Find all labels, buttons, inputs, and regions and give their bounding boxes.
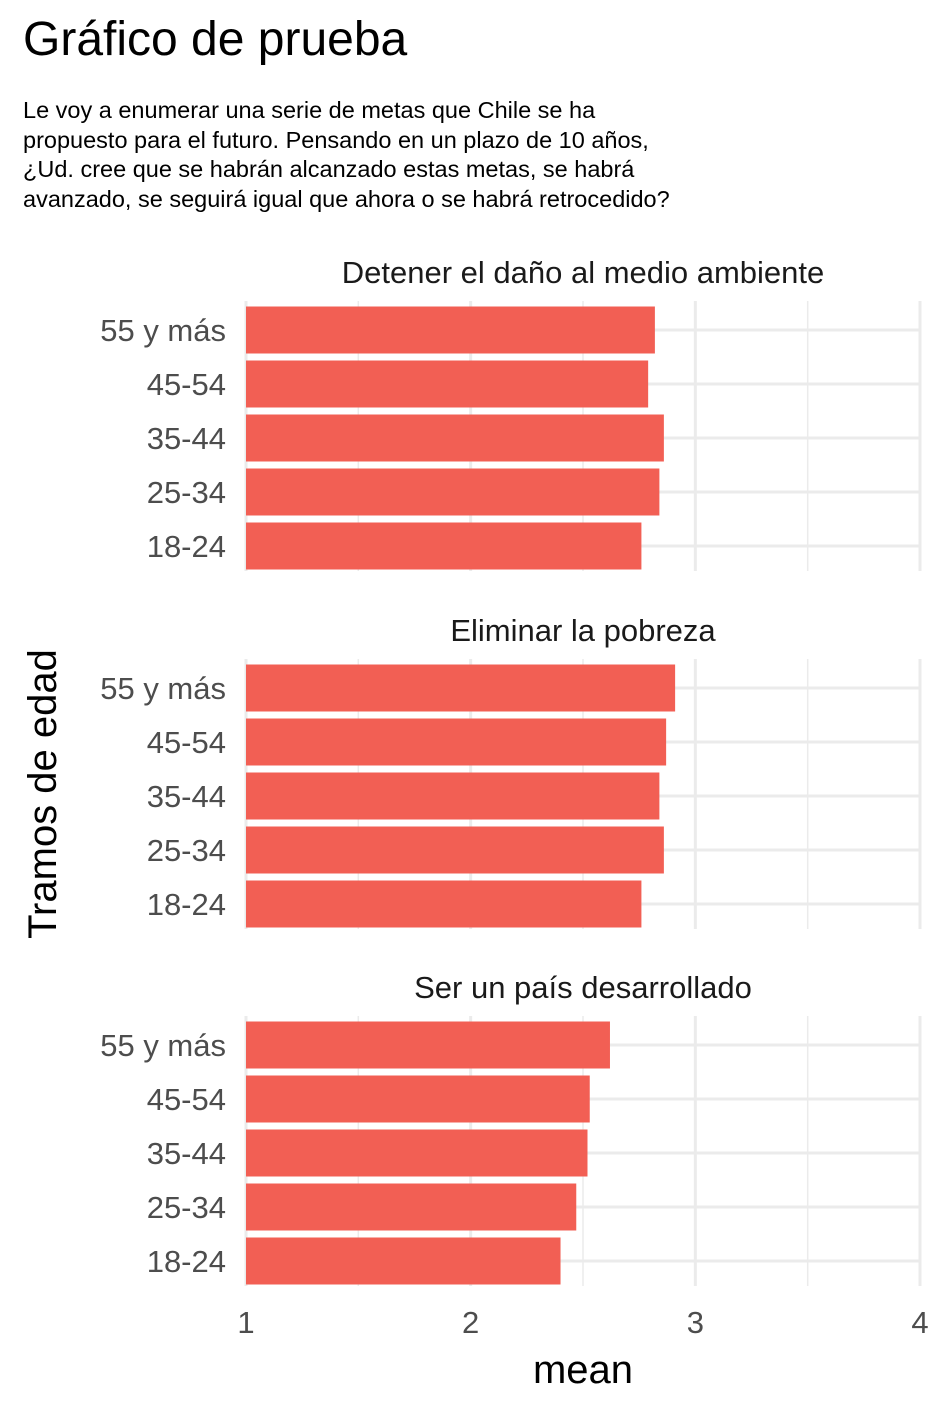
subtitle-line: ¿Ud. cree que se habrán alcanzado estas …	[23, 156, 635, 182]
y-axis-title: Tramos de edad	[21, 649, 65, 939]
facet-title: Detener el daño al medio ambiente	[342, 255, 825, 290]
bar-25-34	[246, 468, 660, 516]
y-tick-label: 35-44	[147, 779, 226, 814]
bar-45-54	[246, 360, 649, 408]
bar-25-34	[246, 1183, 577, 1231]
bar-25-34	[246, 826, 664, 874]
bar-18-24	[246, 522, 642, 570]
y-tick-label: 18-24	[147, 1244, 226, 1279]
y-tick-label: 55 y más	[100, 1028, 226, 1063]
y-tick-label: 25-34	[147, 833, 226, 868]
x-tick-label: 3	[687, 1305, 704, 1340]
y-tick-label: 45-54	[147, 1082, 226, 1117]
bar-55-y-m-s	[246, 664, 676, 712]
bar-18-24	[246, 880, 642, 928]
y-tick-label: 25-34	[147, 475, 226, 510]
x-tick-label: 1	[237, 1305, 254, 1340]
y-tick-label: 35-44	[147, 421, 226, 456]
bar-35-44	[246, 1129, 588, 1177]
y-tick-label: 18-24	[147, 887, 226, 922]
subtitle-line: avanzado, se seguirá igual que ahora o s…	[23, 185, 670, 212]
subtitle-line: propuesto para el futuro. Pensando en un…	[23, 126, 649, 153]
y-tick-label: 55 y más	[100, 671, 226, 706]
x-tick-label: 2	[462, 1305, 479, 1340]
y-tick-label: 45-54	[147, 367, 226, 402]
chart-title: Gráfico de prueba	[23, 13, 408, 66]
facet-title: Ser un país desarrollado	[414, 970, 752, 1005]
bar-18-24	[246, 1237, 561, 1285]
y-tick-label: 45-54	[147, 725, 226, 760]
x-tick-label: 4	[911, 1305, 928, 1340]
y-tick-label: 18-24	[147, 529, 226, 564]
x-axis-title: mean	[533, 1348, 633, 1392]
y-tick-label: 35-44	[147, 1136, 226, 1171]
bar-55-y-m-s	[246, 1021, 610, 1069]
subtitle-line: Le voy a enumerar una serie de metas que…	[23, 97, 596, 123]
bar-55-y-m-s	[246, 306, 655, 354]
bar-45-54	[246, 1075, 590, 1123]
facet-title: Eliminar la pobreza	[450, 613, 716, 648]
bar-45-54	[246, 718, 667, 766]
bar-35-44	[246, 772, 660, 820]
y-tick-label: 25-34	[147, 1190, 226, 1225]
y-tick-label: 55 y más	[100, 313, 226, 348]
chart-subtitle: Le voy a enumerar una serie de metas que…	[23, 96, 883, 214]
bar-35-44	[246, 414, 664, 462]
